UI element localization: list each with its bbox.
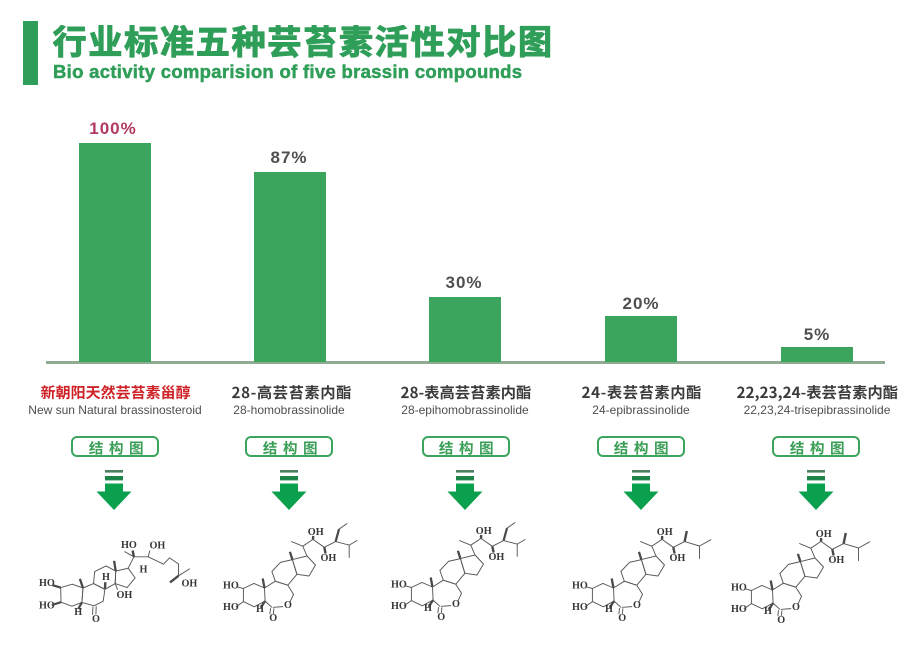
svg-text:O: O [792,602,800,613]
svg-text:HO: HO [391,580,407,591]
svg-text:H: H [605,604,613,615]
svg-text:O: O [618,613,626,624]
svg-text:H: H [764,606,772,617]
svg-text:H: H [424,603,432,614]
svg-text:H: H [256,604,264,615]
svg-text:O: O [777,615,785,626]
svg-text:O: O [633,600,641,611]
svg-text:O: O [452,599,460,610]
svg-text:OH: OH [816,529,832,540]
svg-text:HO: HO [223,602,239,613]
svg-text:O: O [284,600,292,611]
svg-text:H: H [74,607,82,618]
svg-text:OH: OH [117,590,133,601]
svg-text:H: H [102,572,110,583]
svg-text:OH: OH [321,553,337,564]
svg-text:OH: OH [489,552,505,563]
svg-text:HO: HO [731,583,747,594]
svg-text:O: O [92,614,100,625]
svg-text:HO: HO [572,581,588,592]
svg-text:OH: OH [150,541,166,552]
svg-text:HO: HO [39,578,55,589]
svg-text:HO: HO [731,604,747,615]
svg-text:HO: HO [223,581,239,592]
svg-text:H: H [140,565,148,576]
svg-text:OH: OH [182,579,198,590]
svg-text:OH: OH [829,555,845,566]
svg-text:O: O [269,613,277,624]
svg-text:HO: HO [121,540,137,551]
svg-text:HO: HO [572,602,588,613]
svg-text:HO: HO [39,601,55,612]
svg-text:O: O [437,612,445,623]
svg-text:OH: OH [308,527,324,538]
svg-text:OH: OH [657,527,673,538]
svg-text:HO: HO [391,601,407,612]
svg-text:OH: OH [670,553,686,564]
svg-text:OH: OH [476,526,492,537]
